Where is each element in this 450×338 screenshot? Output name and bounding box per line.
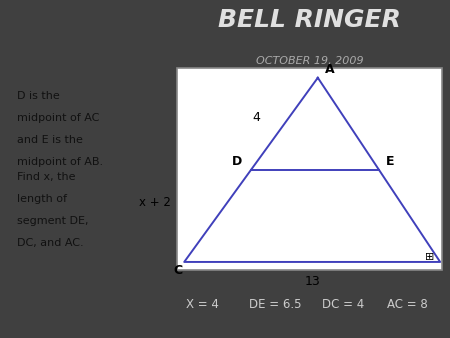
Text: x + 2: x + 2	[139, 196, 171, 209]
Text: midpoint of AB.: midpoint of AB.	[17, 157, 103, 167]
Text: D: D	[232, 155, 243, 168]
Text: ⊞: ⊞	[425, 252, 435, 262]
Text: DE = 6.5: DE = 6.5	[249, 298, 302, 311]
FancyBboxPatch shape	[177, 68, 441, 270]
Text: 4: 4	[252, 111, 260, 123]
Text: AC = 8: AC = 8	[387, 298, 428, 311]
Text: DC, and AC.: DC, and AC.	[17, 238, 84, 248]
Text: D is the: D is the	[17, 91, 59, 101]
Text: midpoint of AC: midpoint of AC	[17, 113, 99, 123]
Text: A: A	[325, 63, 334, 76]
Text: X = 4: X = 4	[186, 298, 219, 311]
Text: BELL RINGER: BELL RINGER	[218, 8, 401, 32]
Text: E: E	[386, 155, 395, 168]
Text: Find x, the: Find x, the	[17, 172, 76, 183]
Text: and E is the: and E is the	[17, 135, 83, 145]
Text: OCTOBER 19, 2009: OCTOBER 19, 2009	[256, 56, 363, 66]
Text: DC = 4: DC = 4	[322, 298, 364, 311]
Text: length of: length of	[17, 194, 67, 204]
Text: C: C	[174, 264, 183, 276]
Text: 13: 13	[304, 275, 320, 288]
Text: segment DE,: segment DE,	[17, 216, 88, 226]
